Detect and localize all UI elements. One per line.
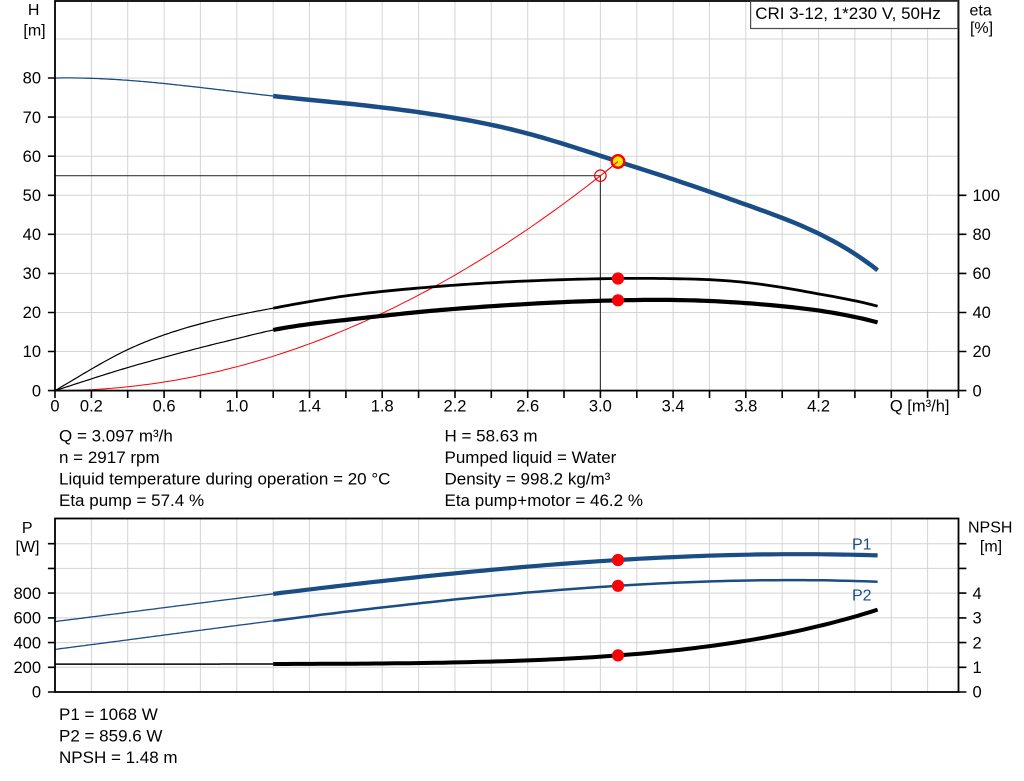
svg-text:CRI 3-12, 1*230 V, 50Hz: CRI 3-12, 1*230 V, 50Hz: [755, 4, 941, 23]
svg-text:1.8: 1.8: [371, 398, 394, 416]
svg-text:P: P: [22, 520, 33, 537]
svg-text:80: 80: [973, 226, 991, 244]
svg-text:P1: P1: [852, 537, 872, 554]
svg-text:[%]: [%]: [970, 20, 993, 37]
svg-text:0.2: 0.2: [80, 398, 103, 416]
svg-text:200: 200: [13, 659, 41, 677]
svg-text:n = 2917 rpm: n = 2917 rpm: [59, 448, 160, 467]
svg-text:Eta pump = 57.4 %: Eta pump = 57.4 %: [59, 491, 204, 510]
svg-text:20: 20: [973, 343, 991, 361]
svg-text:P2: P2: [852, 587, 872, 604]
svg-text:[m]: [m]: [980, 539, 1002, 556]
svg-text:[m]: [m]: [23, 22, 45, 39]
svg-text:1.4: 1.4: [298, 398, 321, 416]
svg-text:0.6: 0.6: [153, 398, 176, 416]
svg-text:P1 = 1068 W: P1 = 1068 W: [59, 705, 158, 724]
svg-text:600: 600: [13, 610, 41, 628]
svg-text:0: 0: [50, 398, 59, 416]
svg-text:0: 0: [32, 684, 41, 702]
svg-text:400: 400: [13, 634, 41, 652]
svg-text:60: 60: [973, 265, 991, 283]
svg-text:40: 40: [23, 226, 41, 244]
svg-text:0: 0: [973, 382, 982, 400]
svg-text:Eta pump+motor = 46.2 %: Eta pump+motor = 46.2 %: [445, 491, 643, 510]
svg-text:NPSH: NPSH: [968, 520, 1012, 537]
svg-text:10: 10: [23, 343, 41, 361]
svg-text:100: 100: [973, 187, 1001, 205]
svg-text:0: 0: [973, 684, 982, 702]
svg-text:1.0: 1.0: [225, 398, 248, 416]
svg-text:4.2: 4.2: [807, 398, 830, 416]
svg-text:eta: eta: [970, 2, 992, 19]
svg-text:H = 58.63 m: H = 58.63 m: [445, 427, 538, 446]
svg-text:H: H: [28, 2, 40, 19]
svg-text:P2 = 859.6 W: P2 = 859.6 W: [59, 727, 162, 746]
svg-text:4: 4: [973, 585, 982, 603]
svg-text:3: 3: [973, 610, 982, 628]
svg-text:3.4: 3.4: [662, 398, 685, 416]
svg-text:3.0: 3.0: [589, 398, 612, 416]
svg-text:60: 60: [23, 148, 41, 166]
svg-text:70: 70: [23, 109, 41, 127]
svg-text:Q [m³/h]: Q [m³/h]: [890, 398, 950, 416]
svg-text:0: 0: [32, 382, 41, 400]
svg-text:80: 80: [23, 70, 41, 88]
svg-text:50: 50: [23, 187, 41, 205]
svg-text:20: 20: [23, 304, 41, 322]
svg-text:3.8: 3.8: [734, 398, 757, 416]
svg-text:30: 30: [23, 265, 41, 283]
svg-text:2.6: 2.6: [516, 398, 539, 416]
svg-text:2: 2: [973, 634, 982, 652]
svg-text:Liquid temperature during oper: Liquid temperature during operation = 20…: [59, 470, 390, 489]
svg-text:1: 1: [973, 659, 982, 677]
svg-text:40: 40: [973, 304, 991, 322]
svg-text:Density = 998.2 kg/m³: Density = 998.2 kg/m³: [445, 470, 611, 489]
svg-text:Pumped liquid = Water: Pumped liquid = Water: [445, 448, 617, 467]
svg-text:2.2: 2.2: [444, 398, 467, 416]
svg-text:[W]: [W]: [16, 539, 40, 556]
svg-text:NPSH = 1.48 m: NPSH = 1.48 m: [59, 748, 178, 767]
svg-text:800: 800: [13, 585, 41, 603]
svg-text:Q = 3.097 m³/h: Q = 3.097 m³/h: [59, 427, 173, 446]
